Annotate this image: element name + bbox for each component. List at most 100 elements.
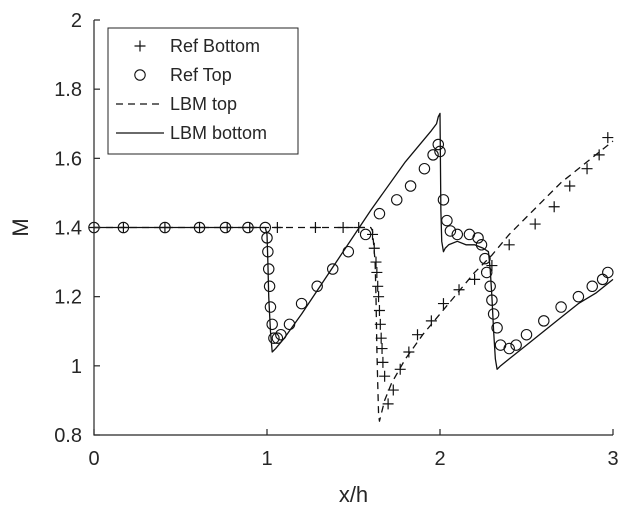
ref-top-point [359, 228, 372, 241]
ref-bottom-point [593, 149, 605, 161]
ref-bottom-point [372, 280, 384, 292]
ref-top-point [311, 280, 323, 293]
x-axis-label: x/h [339, 482, 368, 507]
ref-top-point [219, 221, 232, 234]
ref-top-point [427, 149, 439, 161]
ref-top-point [390, 194, 403, 206]
ref-top-point [475, 239, 488, 251]
ref-top-point [487, 308, 500, 320]
ref-top-point [555, 301, 567, 313]
ref-bottom-point [194, 222, 206, 233]
ref-top-point [275, 328, 287, 341]
ref-bottom-point [412, 329, 424, 341]
ref-top-point [373, 207, 386, 220]
ref-bottom-point [425, 315, 437, 327]
ref-bottom-point [374, 318, 386, 330]
ref-top-point [451, 228, 464, 241]
ref-top-point [342, 245, 355, 258]
x-tick-label: 1 [261, 448, 272, 470]
ref-bottom-point [437, 298, 449, 310]
y-tick-label: 1 [71, 356, 82, 378]
legend-label: Ref Top [170, 65, 232, 85]
ref-top-point [472, 232, 484, 244]
ref-top-point [418, 162, 431, 175]
ref-top-point [520, 328, 533, 341]
ref-top-point [480, 266, 493, 279]
ref-bottom-point [503, 239, 515, 251]
ref-bottom-point [271, 222, 283, 233]
y-axis-label: M [8, 218, 33, 236]
x-axis-ticks: 0 1 2 3 [88, 429, 619, 470]
ref-bottom-point [376, 343, 388, 355]
ref-top-point [193, 221, 206, 234]
x-tick-label: 0 [88, 448, 99, 470]
ref-top-point [268, 332, 280, 344]
ref-bottom-point [602, 132, 614, 144]
ref-top-point [326, 263, 339, 275]
ref-top-point [538, 315, 550, 327]
legend-item: Ref Bottom [134, 36, 260, 56]
ref-top-point [586, 280, 598, 293]
y-tick-label: 1.8 [54, 79, 82, 101]
ref-top-point [271, 332, 284, 344]
ref-bottom-point [379, 370, 391, 382]
ref-top-point [491, 322, 503, 334]
ref-top-point [572, 290, 585, 303]
y-tick-label: 2 [71, 10, 82, 32]
ref-bottom-point [403, 346, 415, 358]
ref-bottom-point [453, 284, 465, 296]
ref-bottom-point [529, 218, 541, 230]
legend-label: LBM bottom [170, 123, 267, 143]
ref-bottom-point [117, 222, 129, 233]
ref-bottom-point [309, 222, 321, 233]
ref-bottom-point [337, 222, 349, 233]
legend-items: Ref Bottom Ref Top LBM top LBM bottom [116, 36, 267, 143]
ref-top-point [404, 180, 417, 192]
legend-item: Ref Top [134, 65, 232, 85]
ref-top-point [503, 342, 515, 355]
series-lines-layer [94, 112, 614, 422]
y-axis-ticks: 0.8 1 1.2 1.4 1.6 1.8 2 [54, 10, 100, 447]
ref-top-point [479, 252, 491, 265]
ref-top-point [261, 232, 273, 244]
ref-top-point [242, 221, 254, 234]
legend-label: Ref Bottom [170, 36, 260, 56]
ref-bottom-point [548, 201, 560, 213]
x-tick-label: 2 [434, 448, 445, 470]
ref-top-point [484, 280, 496, 293]
ref-top-point [510, 339, 522, 351]
ref-bottom-point [581, 163, 593, 175]
ref-top-point [263, 280, 276, 293]
y-tick-label: 0.8 [54, 425, 82, 447]
ref-top-point [602, 266, 614, 279]
ref-top-markers [88, 138, 614, 355]
x-tick-label: 3 [607, 448, 618, 470]
ref-bottom-point [367, 228, 379, 240]
legend-label: LBM top [170, 94, 237, 114]
ref-bottom-point [469, 273, 481, 285]
ref-top-point [444, 225, 457, 237]
legend-plus-marker [134, 40, 146, 52]
axes-layer: 0 1 2 3 0.8 1 1.2 1.4 1.6 1.8 2 x/h M [8, 10, 619, 507]
legend-item: LBM top [116, 94, 237, 114]
ref-bottom-point [377, 356, 389, 368]
ref-top-point [159, 221, 171, 234]
ref-top-point [266, 318, 278, 331]
ref-bottom-point [353, 222, 365, 233]
ref-bottom-point [387, 384, 399, 396]
ref-top-point [262, 263, 275, 275]
ref-bottom-point [486, 260, 498, 272]
legend-item: LBM bottom [116, 123, 267, 143]
y-tick-label: 1.2 [54, 287, 82, 309]
lbm-bottom-line [94, 112, 614, 370]
ref-top-point [434, 145, 446, 158]
series-markers-layer [88, 132, 614, 410]
ref-bottom-markers [88, 132, 614, 410]
ref-bottom-point [564, 180, 576, 192]
ref-bottom-point [373, 291, 385, 303]
legend-circle-marker [134, 69, 146, 81]
lbm-top-line [94, 140, 614, 422]
legend: Ref Bottom Ref Top LBM top LBM bottom [107, 27, 299, 155]
ref-top-point [441, 214, 453, 227]
